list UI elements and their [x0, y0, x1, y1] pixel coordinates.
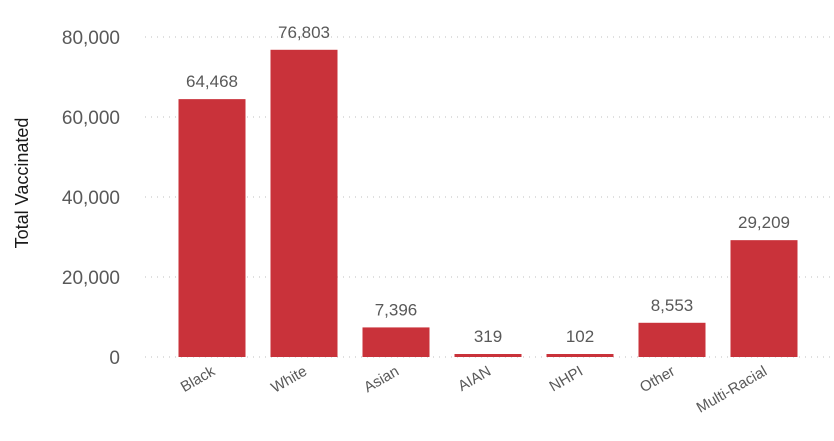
y-tick-label: 20,000 — [62, 268, 120, 289]
category-label: AIAN — [455, 363, 494, 395]
bar — [454, 354, 522, 357]
y-tick-label: 80,000 — [62, 28, 120, 49]
data-labels: 64,468 76,803 7,396 319 102 8,553 29,209 — [186, 23, 790, 346]
data-label: 7,396 — [375, 300, 418, 319]
category-label: NHPI — [546, 363, 586, 396]
data-label: 319 — [474, 327, 502, 346]
bar — [638, 322, 706, 357]
y-tick-label: 60,000 — [62, 108, 120, 129]
data-label: 29,209 — [738, 213, 790, 232]
y-tick-label: 0 — [109, 348, 120, 369]
y-tick-label: 40,000 — [62, 188, 120, 209]
x-axis-categories: Black White Asian AIAN NHPI Other Multi-Racial — [178, 362, 770, 416]
category-label: Multi-Racial — [694, 363, 770, 417]
bar — [270, 49, 338, 358]
bar — [362, 327, 430, 357]
data-label: 64,468 — [186, 72, 238, 91]
bars — [178, 49, 798, 358]
data-label: 8,553 — [651, 296, 694, 315]
data-label: 76,803 — [278, 23, 330, 42]
y-axis-ticks: 0 20,000 40,000 60,000 80,000 — [62, 28, 120, 369]
data-label: 102 — [566, 327, 594, 346]
category-label: Other — [637, 363, 678, 396]
gridlines — [145, 36, 830, 358]
bar — [730, 240, 798, 357]
bar — [546, 354, 614, 357]
category-label: Black — [178, 362, 219, 395]
bar — [178, 99, 246, 358]
category-label: Asian — [361, 363, 402, 396]
y-axis-title: Total Vaccinated — [12, 118, 32, 249]
category-label: White — [268, 363, 310, 397]
